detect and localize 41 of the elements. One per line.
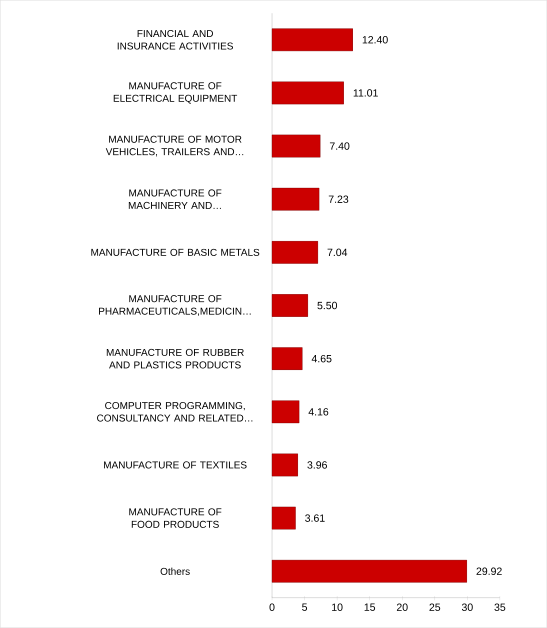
bar <box>272 28 353 52</box>
bar <box>272 347 302 370</box>
y-tick-label: MANUFACTURE OF TEXTILES <box>104 461 247 468</box>
bar <box>272 82 344 104</box>
data-label: 29.92 <box>476 568 502 575</box>
bar <box>272 188 320 211</box>
data-label: 11.01 <box>354 89 378 97</box>
y-tick-label: Others <box>160 568 190 575</box>
y-tick-label: MANUFACTURE OF MOTOR VEHICLES, TRAILERS AND… <box>106 136 244 156</box>
data-label: 12.40 <box>362 36 388 44</box>
data-label: 5.50 <box>317 302 338 310</box>
bar <box>272 560 467 583</box>
x-tick-label: 25 <box>429 604 440 611</box>
x-tick-label: 10 <box>332 604 343 611</box>
data-label: 7.23 <box>328 196 348 203</box>
data-label: 7.04 <box>328 248 348 256</box>
y-tick-label: MANUFACTURE OF FOOD PRODUCTS <box>129 508 222 528</box>
bar <box>272 506 296 530</box>
bar <box>272 400 300 424</box>
data-label: 4.16 <box>308 408 328 416</box>
data-label: 3.61 <box>305 514 325 522</box>
x-tick-label: 5 <box>302 604 308 611</box>
data-label: 3.96 <box>307 461 327 469</box>
bar <box>272 134 320 158</box>
x-tick-label: 30 <box>462 604 473 611</box>
y-tick-label: MANUFACTURE OF BASIC METALS <box>91 248 260 256</box>
bar <box>272 294 308 317</box>
x-tick-label: 15 <box>364 604 376 611</box>
x-tick-label: 20 <box>396 604 408 611</box>
data-label: 7.40 <box>330 142 350 150</box>
y-tick-label: MANUFACTURE OF PHARMACEUTICALS,MEDICIN… <box>99 295 251 316</box>
y-tick-label: MANUFACTURE OF RUBBER AND PLASTICS PRODUCTS <box>106 348 244 368</box>
bar <box>272 454 298 476</box>
y-tick-label: MANUFACTURE OF ELECTRICAL EQUIPMENT <box>114 82 238 104</box>
y-tick-label: FINANCIAL AND INSURANCE ACTIVITIES <box>118 30 233 50</box>
y-tick-label: COMPUTER PROGRAMMING, CONSULTANCY AND RELATED… <box>97 402 252 422</box>
data-label: 4.65 <box>312 354 332 362</box>
x-tick-label: 35 <box>494 604 506 611</box>
x-tick-label: 0 <box>269 604 275 611</box>
bar <box>272 241 318 264</box>
y-tick-label: MANUFACTURE OF MACHINERY AND… <box>128 189 222 209</box>
